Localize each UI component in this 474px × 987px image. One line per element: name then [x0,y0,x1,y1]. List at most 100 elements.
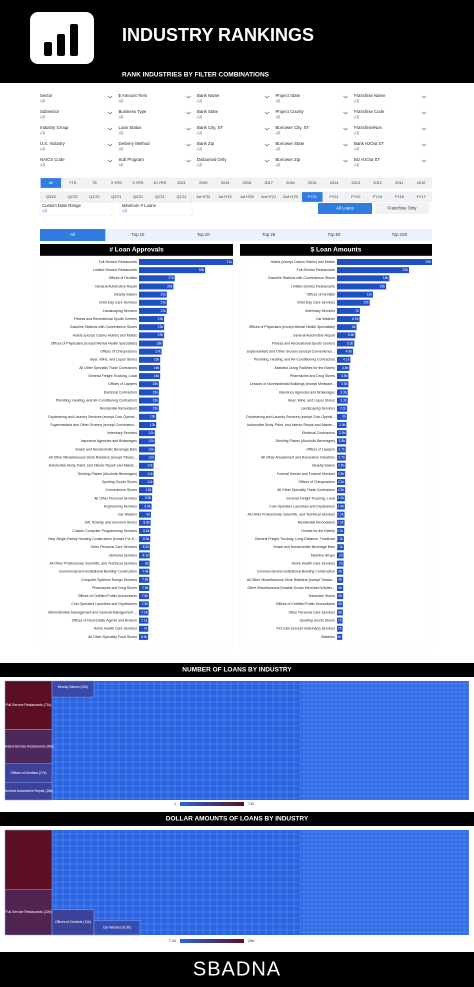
bar [337,585,344,591]
filter-button[interactable] [388,177,410,189]
button-label: 2018 [243,181,251,185]
filter-label: Borrower Zip [276,157,301,162]
filter-button[interactable] [279,191,301,203]
filter-dropdown[interactable] [196,157,271,170]
filter-button[interactable] [62,177,84,189]
bar [337,283,387,290]
filter-value: All [40,115,45,120]
bar [139,283,174,290]
filter-button[interactable] [105,191,127,203]
filter-dropdown[interactable] [274,109,350,122]
filter-dropdown[interactable] [39,93,114,106]
bar-label: Pharmacies and Drug Stores [92,586,137,590]
bar-value-label: 8.8k [143,521,150,525]
filter-dropdown[interactable] [117,157,193,170]
bar-label: Landscaping Services [301,407,335,411]
bar-value-label: 7.4k [142,602,149,606]
filter-value: All [276,163,281,168]
filter-dropdown[interactable] [39,157,114,170]
bar [337,552,344,559]
filter-dropdown[interactable] [353,141,428,154]
filter-button[interactable] [323,177,345,189]
filter-dropdown[interactable] [353,93,428,106]
filter-dropdown[interactable] [196,93,271,106]
filter-dropdown[interactable] [39,125,114,138]
section-header [0,812,474,826]
filter-label: Franchise Code [354,109,385,114]
bar [337,625,343,632]
filter-dropdown[interactable] [353,125,428,138]
bar-label: Pet Care (except Veterinary) Services [276,627,335,631]
filter-dropdown[interactable] [117,109,193,122]
bar [139,275,175,282]
filter-button[interactable] [236,177,258,189]
filter-dropdown[interactable] [39,201,113,216]
filter-button[interactable] [192,191,214,203]
filter-button[interactable] [388,191,410,203]
bar-label: Assisted Living Facilities for the Elder… [275,366,336,370]
dropdown-chevron [421,95,427,99]
filter-dropdown[interactable] [39,109,114,122]
filter-button[interactable] [301,177,323,189]
tab-selected[interactable] [40,229,106,241]
filter-dropdown[interactable] [117,125,193,138]
filter-button[interactable] [410,191,432,203]
filter-button[interactable] [149,177,171,189]
filter-button[interactable] [345,191,367,203]
bar-label: Beer, Wine, and Liquor Stores [90,358,137,362]
bar-value-label: 3.3b [340,398,347,402]
treemap-cell [4,680,53,730]
filter-button[interactable] [214,191,236,203]
bar [139,544,150,551]
bar-label: Limited-Service Restaurants [291,284,335,288]
filter-button[interactable] [127,177,149,189]
filter-button[interactable] [192,177,214,189]
filter-label: Bank City, ST [197,125,223,130]
filter-dropdown[interactable] [274,125,350,138]
filter-dropdown[interactable] [353,157,428,170]
chart-title: $ Loan Amounts [311,247,362,254]
filter-dropdown[interactable] [196,109,271,122]
tab-label: Top 100 [392,232,408,237]
bar-value-label: 19k [158,317,164,321]
filter-button[interactable] [258,191,280,203]
filter-dropdown[interactable] [274,157,350,170]
filter-dropdown[interactable] [117,141,193,154]
bar-label: Drycleaning and Laundry Services (except… [246,415,335,419]
bar-value-label: 7.6k [142,594,149,598]
filter-button[interactable] [83,177,105,189]
filter-button[interactable] [345,177,367,189]
chart-title: # Loan Approvals [109,247,164,254]
filter-dropdown[interactable] [119,201,193,216]
filter-dropdown[interactable] [39,141,114,154]
filter-button[interactable] [410,177,432,189]
filter-value: All [42,209,47,214]
filter-dropdown[interactable] [196,141,271,154]
filter-button[interactable] [367,191,389,203]
filter-dropdown[interactable] [274,141,350,154]
bar [139,454,155,461]
filter-button[interactable] [40,177,62,189]
bar-value-label: 2.5b [338,488,345,492]
filter-button[interactable] [214,177,236,189]
dropdown-chevron [107,127,113,131]
filter-button[interactable] [236,191,258,203]
filter-button[interactable] [171,177,193,189]
dropdown-chevron [343,95,348,99]
filter-dropdown[interactable] [353,109,428,122]
toggle-button[interactable] [375,203,429,214]
filter-button[interactable] [258,177,280,189]
filter-button[interactable] [367,177,389,189]
filter-dropdown[interactable] [274,93,350,106]
filter-button[interactable] [301,191,323,203]
toggle-button[interactable] [318,203,372,214]
button-label: 2010 [417,181,425,185]
filter-button[interactable] [279,177,301,189]
filter-button[interactable] [323,191,345,203]
bar-label: Coin-Operated Laundries and Drycleaners [269,504,335,508]
filter-dropdown[interactable] [117,93,193,106]
filter-button[interactable] [105,177,127,189]
filter-dropdown[interactable] [196,125,271,138]
page-subtitle: RANK INDUSTRIES BY FILTER COMBINATIONS [122,72,270,79]
bar-label: Computer Systems Design Services [81,578,137,582]
